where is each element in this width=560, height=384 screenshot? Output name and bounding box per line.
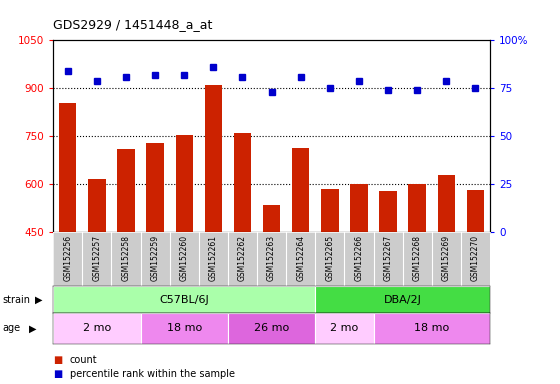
- Text: GSM152256: GSM152256: [63, 235, 72, 281]
- Bar: [379, 191, 397, 376]
- Text: GSM152262: GSM152262: [238, 235, 247, 281]
- Text: GSM152260: GSM152260: [180, 235, 189, 281]
- Text: count: count: [70, 355, 97, 365]
- Text: GSM152265: GSM152265: [325, 235, 334, 281]
- Text: 18 mo: 18 mo: [167, 323, 202, 333]
- Text: 2 mo: 2 mo: [330, 323, 358, 333]
- Text: GSM152264: GSM152264: [296, 235, 305, 281]
- Bar: [53, 313, 141, 344]
- Bar: [88, 179, 106, 376]
- Text: GSM152270: GSM152270: [471, 235, 480, 281]
- Text: strain: strain: [3, 295, 31, 305]
- Text: GSM152269: GSM152269: [442, 235, 451, 281]
- Bar: [204, 85, 222, 376]
- Bar: [146, 143, 164, 376]
- Text: 2 mo: 2 mo: [83, 323, 111, 333]
- Text: GSM152257: GSM152257: [92, 235, 101, 281]
- Text: ■: ■: [53, 355, 63, 365]
- Bar: [234, 133, 251, 376]
- Text: GSM152263: GSM152263: [267, 235, 276, 281]
- Bar: [175, 135, 193, 376]
- Bar: [466, 190, 484, 376]
- Text: GSM152259: GSM152259: [151, 235, 160, 281]
- Bar: [437, 175, 455, 376]
- Bar: [263, 205, 281, 376]
- Text: 18 mo: 18 mo: [414, 323, 449, 333]
- Text: percentile rank within the sample: percentile rank within the sample: [70, 369, 235, 379]
- Bar: [350, 184, 368, 376]
- Text: GSM152266: GSM152266: [354, 235, 363, 281]
- Text: GSM152267: GSM152267: [384, 235, 393, 281]
- Text: 26 mo: 26 mo: [254, 323, 289, 333]
- Text: ■: ■: [53, 369, 63, 379]
- Text: GSM152261: GSM152261: [209, 235, 218, 281]
- Text: ▶: ▶: [35, 295, 43, 305]
- Text: GDS2929 / 1451448_a_at: GDS2929 / 1451448_a_at: [53, 18, 213, 31]
- Bar: [59, 103, 77, 376]
- Bar: [53, 286, 315, 313]
- Text: GSM152258: GSM152258: [122, 235, 130, 281]
- Bar: [374, 313, 490, 344]
- Text: age: age: [3, 323, 21, 333]
- Bar: [117, 149, 135, 376]
- Text: GSM152268: GSM152268: [413, 235, 422, 281]
- Bar: [292, 147, 310, 376]
- Bar: [321, 189, 339, 376]
- Text: DBA/2J: DBA/2J: [384, 295, 422, 305]
- Bar: [141, 313, 228, 344]
- Bar: [315, 286, 490, 313]
- Bar: [315, 313, 374, 344]
- Text: ▶: ▶: [29, 323, 36, 333]
- Bar: [408, 184, 426, 376]
- Bar: [228, 313, 315, 344]
- Text: C57BL/6J: C57BL/6J: [160, 295, 209, 305]
